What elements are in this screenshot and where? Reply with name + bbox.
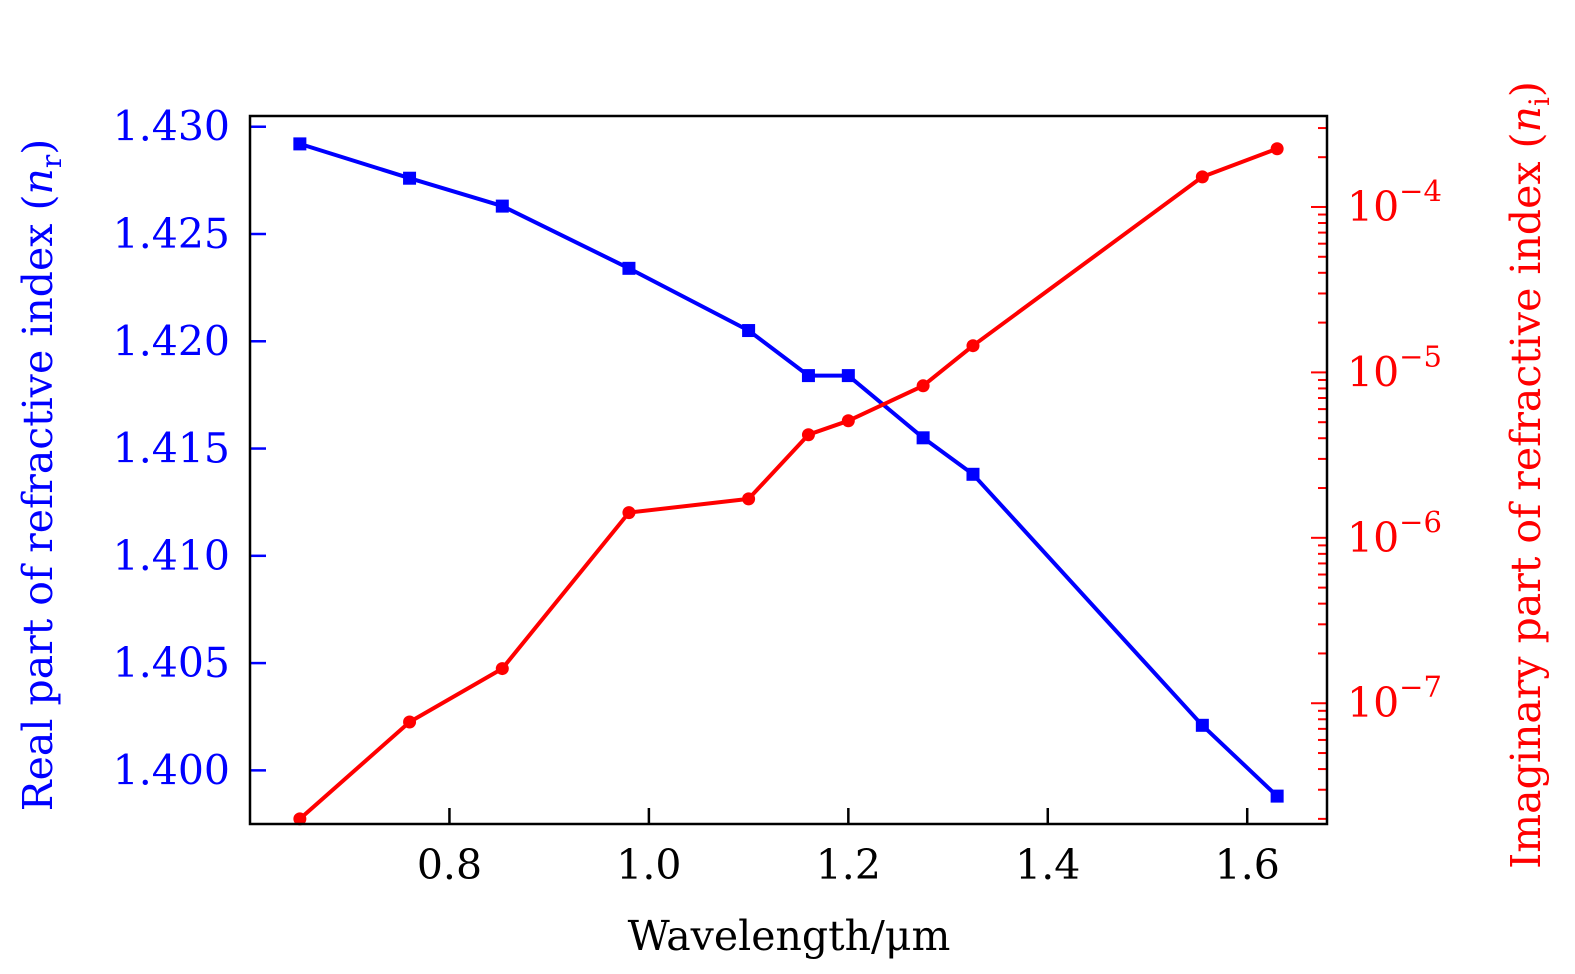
real-part-point (495, 199, 509, 213)
y-left-tick-label: 1.410 (113, 532, 230, 580)
real-part-point (1270, 789, 1284, 803)
y-left-tick-label: 1.415 (113, 425, 230, 473)
x-tick-label: 1.2 (816, 841, 881, 889)
y-left-axis-title-subscript: r (35, 154, 68, 168)
y-left-tick-label: 1.405 (113, 639, 230, 687)
x-tick-label: 0.8 (417, 841, 482, 889)
series-layer (293, 137, 1284, 826)
y-right-tick-label: 10−7 (1347, 670, 1442, 727)
y-right-axis-title-close-paren: ) (1502, 81, 1550, 97)
real-part-point (403, 171, 417, 185)
y-right-axis-title-subscript: i (1523, 97, 1556, 106)
tick-layer (250, 125, 1327, 824)
x-axis-title: Wavelength/μm (628, 912, 951, 960)
x-tick-label: 1.0 (616, 841, 681, 889)
y-right-tick-base: 10 (1347, 679, 1399, 727)
x-tick-label: 1.6 (1215, 841, 1280, 889)
y-right-tick-label: 10−5 (1347, 339, 1442, 396)
real-part-point (966, 467, 980, 481)
y-right-axis-title-open-paren: ( (1502, 132, 1550, 161)
y-left-axis-title-open-paren: ( (14, 195, 62, 224)
y-right-tick-exponent: −5 (1399, 339, 1442, 373)
y-left-tick-label: 1.425 (113, 210, 230, 258)
y-right-tick-base: 10 (1347, 514, 1399, 562)
y-right-tick-base: 10 (1347, 348, 1399, 396)
imaginary-part-point (1270, 142, 1284, 156)
plot-frame (248, 114, 1329, 826)
real-part-point (622, 261, 636, 275)
y-right-tick-exponent: −4 (1399, 174, 1442, 208)
real-part-point (293, 137, 307, 151)
y-right-axis-title-text: Imaginary part of refractive index (1502, 161, 1550, 868)
label-layer: 0.8 1.0 1.2 1.4 1.6 1.400 1.405 1.410 1.415 1.420… (113, 103, 1442, 889)
y-right-axis-title: Imaginary part of refractive index (ni) (1502, 81, 1556, 869)
real-part-point (742, 324, 756, 338)
real-part-series-line (299, 141, 1279, 798)
imaginary-part-point (495, 662, 509, 676)
imaginary-part-point (1195, 170, 1209, 184)
imaginary-part-point (801, 428, 815, 442)
real-part-point (1195, 718, 1209, 732)
imaginary-part-point (622, 506, 636, 520)
y-left-tick-label: 1.400 (113, 746, 230, 794)
y-left-axis-title-close-paren: ) (14, 139, 62, 155)
y-right-tick-base: 10 (1347, 183, 1399, 231)
imaginary-part-point (841, 414, 855, 428)
y-right-tick-exponent: −7 (1399, 670, 1442, 704)
imaginary-part-point (916, 379, 930, 393)
y-right-axis-title-symbol: n (1502, 106, 1550, 132)
y-left-tick-label: 1.420 (113, 317, 230, 365)
imaginary-part-point (742, 492, 756, 506)
y-right-tick-label: 10−4 (1347, 174, 1442, 231)
x-tick-label: 1.4 (1015, 841, 1080, 889)
imaginary-part-point (966, 339, 980, 353)
real-part-point (801, 369, 815, 383)
real-part-point (916, 431, 930, 445)
imaginary-part-point (403, 715, 417, 729)
real-part-point (841, 369, 855, 383)
y-left-axis-title-text: Real part of refractive index (14, 224, 62, 812)
imaginary-part-point (293, 812, 307, 826)
y-left-tick-label: 1.430 (113, 103, 230, 151)
y-left-axis-title-symbol: n (14, 168, 62, 194)
y-right-tick-exponent: −6 (1399, 505, 1442, 539)
y-right-tick-label: 10−6 (1347, 505, 1442, 562)
y-left-axis-title: Real part of refractive index (nr) (14, 139, 68, 811)
imaginary-part-series-line (298, 146, 1278, 821)
